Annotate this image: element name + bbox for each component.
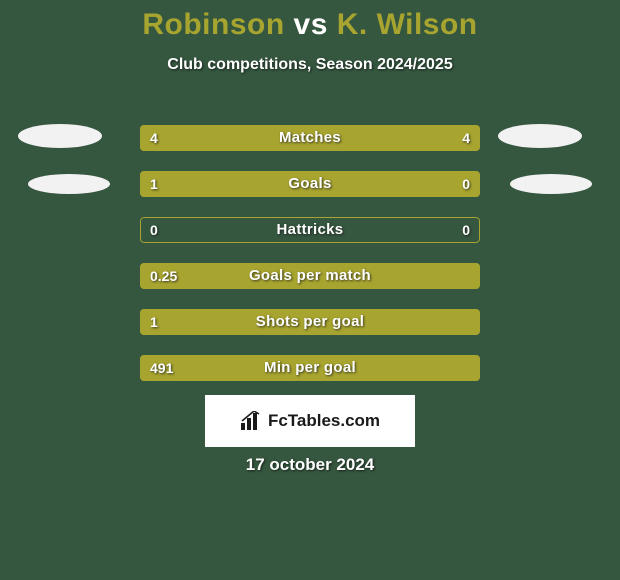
stat-row: Goals per match0.25 (140, 263, 480, 289)
comparison-canvas: Robinson vs K. Wilson Club competitions,… (0, 0, 620, 580)
title-player2: K. Wilson (337, 8, 478, 41)
stat-row-value-right: 4 (462, 125, 470, 151)
team-badge-right-2 (510, 174, 592, 194)
stat-row-value-right: 0 (462, 217, 470, 243)
stat-row-label: Hattricks (140, 217, 480, 243)
stat-row: Hattricks0 0 (140, 217, 480, 243)
team-badge-right-1 (498, 124, 582, 148)
stat-row-value-left: 4 (150, 125, 158, 151)
stat-row-label: Goals per match (140, 263, 480, 289)
title-vs: vs (294, 8, 328, 41)
stat-row-value-left: 0 (150, 217, 158, 243)
stat-row-label: Min per goal (140, 355, 480, 381)
stat-row-value-left: 1 (150, 171, 158, 197)
snapshot-date: 17 october 2024 (0, 455, 620, 475)
stat-row-value-right: 0 (462, 171, 470, 197)
stat-row: Goals1 0 (140, 171, 480, 197)
stat-row-value-left: 1 (150, 309, 158, 335)
stat-row-value-left: 491 (150, 355, 173, 381)
stat-row: Matches4 4 (140, 125, 480, 151)
subtitle: Club competitions, Season 2024/2025 (0, 56, 620, 74)
stat-row-label: Shots per goal (140, 309, 480, 335)
page-title: Robinson vs K. Wilson (0, 0, 620, 42)
stat-row: Min per goal491 (140, 355, 480, 381)
logo-text: FcTables.com (268, 411, 380, 431)
bar-chart-icon (240, 411, 262, 431)
title-player1: Robinson (142, 8, 284, 41)
stat-row-label: Goals (140, 171, 480, 197)
stat-rows: Matches44Goals10Hattricks00Goals per mat… (140, 125, 480, 401)
stat-row-label: Matches (140, 125, 480, 151)
fctables-logo: FcTables.com (205, 395, 415, 447)
stat-row: Shots per goal1 (140, 309, 480, 335)
stat-row-value-left: 0.25 (150, 263, 177, 289)
team-badge-left-1 (18, 124, 102, 148)
team-badge-left-2 (28, 174, 110, 194)
